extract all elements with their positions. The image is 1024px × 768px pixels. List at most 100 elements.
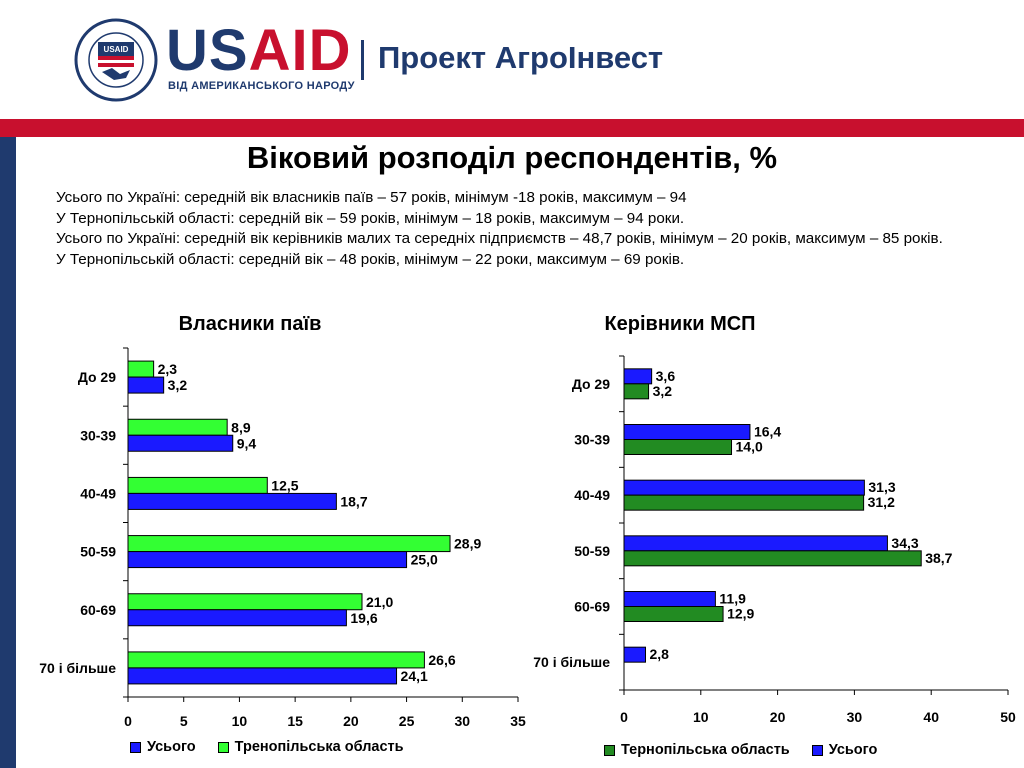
category-label: До 29 — [572, 376, 610, 392]
bar — [127, 593, 363, 611]
legend-swatch-total — [130, 741, 141, 753]
legend-label-ternopil: Тернопільська область — [621, 742, 790, 758]
red-divider-band — [0, 119, 1024, 137]
bar-value-label: 8,9 — [231, 419, 251, 435]
x-tick-label: 25 — [399, 713, 415, 729]
bar-value-label: 31,2 — [868, 494, 895, 510]
category-label: 70 і більше — [533, 654, 610, 670]
category-label: 40-49 — [80, 485, 116, 501]
summary-line-3: Усього по Україні: середній вік керівник… — [56, 230, 943, 247]
chart-title-owners: Власники паїв — [178, 313, 322, 335]
x-tick-label: 0 — [124, 713, 132, 729]
bar-value-label: 9,4 — [237, 435, 257, 451]
bar-value-label: 28,9 — [454, 536, 481, 552]
header: USAID USAID ВІД АМЕРИКАНСЬКОГО НАРОДУ Пр… — [0, 0, 1024, 119]
legend-swatch-ternopil — [217, 741, 229, 753]
bar-value-label: 3,2 — [653, 383, 673, 399]
bar-value-label: 3,6 — [656, 368, 676, 384]
bar — [623, 646, 647, 663]
x-tick-label: 30 — [847, 709, 863, 725]
bar — [127, 476, 268, 494]
bar — [127, 667, 398, 685]
bar-value-label: 26,6 — [428, 652, 455, 668]
legend-item-ternopil: Тернопільська область — [604, 742, 790, 758]
legend-owners: Усього Тренопільська область — [130, 739, 426, 755]
bar — [127, 376, 165, 394]
category-label: 60-69 — [574, 599, 610, 615]
x-tick-label: 40 — [923, 709, 939, 725]
bar — [623, 383, 650, 400]
x-tick-label: 50 — [1000, 709, 1016, 725]
bar — [127, 551, 408, 569]
bar-value-label: 24,1 — [401, 668, 428, 684]
bar-value-label: 38,7 — [925, 550, 952, 566]
header-divider — [361, 40, 364, 80]
legend-item-ternopil: Тренопільська область — [217, 739, 404, 755]
category-label: 60-69 — [80, 602, 116, 618]
page-title: Віковий розподіл респондентів, % — [246, 140, 778, 175]
legend-item-total: Усього — [811, 742, 878, 758]
bar — [623, 535, 888, 552]
bar-value-label: 18,7 — [340, 493, 367, 509]
category-label: 50-59 — [80, 544, 116, 560]
bar — [127, 535, 451, 553]
brand-us: US — [166, 18, 249, 83]
chart-title-managers: Керівники МСП — [604, 313, 756, 335]
summary-line-2: У Тернопільській області: середній вік –… — [56, 209, 685, 227]
category-label: 70 і більше — [39, 660, 116, 676]
x-tick-label: 20 — [770, 709, 786, 725]
bar — [623, 591, 716, 607]
bar-value-label: 3,2 — [168, 377, 188, 393]
legend-swatch-ternopil — [604, 744, 615, 756]
bar — [127, 360, 155, 378]
category-label: 50-59 — [574, 543, 610, 559]
bar-value-label: 11,9 — [719, 591, 746, 607]
x-tick-label: 0 — [620, 709, 628, 725]
bar — [127, 651, 425, 669]
usaid-seal-icon: USAID — [74, 18, 158, 102]
summary-text: Усього по Україні: середній вік власникі… — [56, 188, 996, 270]
bar — [623, 479, 865, 496]
bar — [127, 434, 234, 452]
svg-text:USAID: USAID — [104, 45, 129, 54]
x-tick-label: 5 — [180, 713, 188, 729]
summary-line-1: Усього по Україні: середній вік власникі… — [56, 189, 687, 206]
bar — [127, 418, 228, 436]
bar — [127, 492, 337, 510]
bar — [623, 368, 653, 385]
legend-label-total: Усього — [147, 739, 196, 755]
bar — [623, 606, 724, 622]
legend-managers: Тернопільська область Усього — [604, 742, 899, 758]
category-label: 30-39 — [80, 427, 116, 443]
bar-value-label: 2,3 — [158, 361, 178, 377]
bar — [623, 439, 733, 455]
legend-label-ternopil: Тренопільська область — [234, 739, 404, 755]
bar-value-label: 12,5 — [271, 477, 298, 493]
bar-value-label: 12,9 — [727, 606, 754, 622]
brand-tagline: ВІД АМЕРИКАНСЬКОГО НАРОДУ — [168, 80, 355, 92]
x-tick-label: 35 — [510, 713, 526, 729]
bar-value-label: 19,6 — [350, 610, 377, 626]
x-tick-label: 15 — [287, 713, 303, 729]
project-title: Проект АгроІнвест — [378, 40, 664, 75]
bar-value-label: 16,4 — [754, 424, 781, 440]
bar-value-label: 34,3 — [891, 535, 918, 551]
bar-value-label: 31,3 — [868, 479, 895, 495]
x-tick-label: 30 — [454, 713, 470, 729]
legend-label-total: Усього — [828, 742, 878, 758]
summary-line-4: У Тернопільській області: середній вік –… — [56, 250, 685, 268]
bar-value-label: 25,0 — [411, 552, 438, 568]
category-label: До 29 — [78, 369, 116, 385]
usaid-wordmark: USAID — [166, 22, 351, 80]
legend-swatch-total — [811, 744, 823, 756]
legend-item-total: Усього — [130, 739, 196, 755]
x-tick-label: 10 — [693, 709, 709, 725]
bar — [127, 609, 347, 627]
bar-value-label: 2,8 — [650, 646, 670, 662]
bar — [623, 424, 751, 440]
x-tick-label: 20 — [343, 713, 359, 729]
bar-value-label: 21,0 — [366, 594, 393, 610]
x-tick-label: 10 — [232, 713, 248, 729]
bar — [623, 550, 922, 567]
